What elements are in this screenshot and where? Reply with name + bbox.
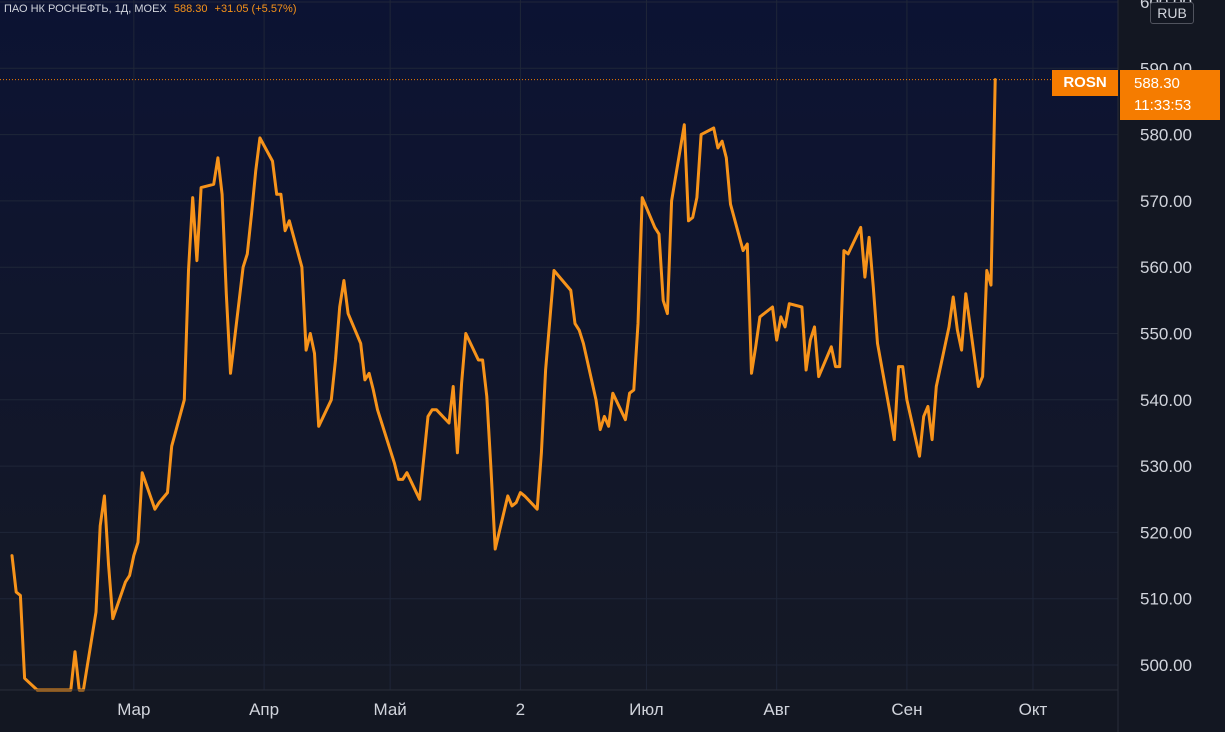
legend-title: ПАО НК РОСНЕФТЬ, 1Д, MOEX xyxy=(4,3,167,15)
y-tick-label: 560.00 xyxy=(1140,258,1192,277)
last-price-label: 588.30 11:33:53 xyxy=(1120,70,1220,120)
legend-change: +31.05 (+5.57%) xyxy=(214,3,297,15)
y-tick-label: 500.00 xyxy=(1140,656,1192,675)
plot-area[interactable] xyxy=(0,0,1118,690)
y-tick-label: 550.00 xyxy=(1140,325,1192,344)
x-tick-label: Июл xyxy=(629,700,664,719)
currency-button[interactable]: RUB xyxy=(1150,2,1194,24)
x-tick-label: Сен xyxy=(891,700,922,719)
y-tick-label: 510.00 xyxy=(1140,590,1192,609)
x-tick-label: Апр xyxy=(249,700,279,719)
x-tick-label: 2 xyxy=(516,700,525,719)
price-series-line xyxy=(10,78,997,692)
symbol-label: ROSN xyxy=(1052,70,1118,96)
legend-price: 588.30 xyxy=(173,3,208,15)
x-tick-label: Мар xyxy=(117,700,150,719)
y-tick-label: 540.00 xyxy=(1140,391,1192,410)
y-tick-label: 530.00 xyxy=(1140,457,1192,476)
x-tick-label: Окт xyxy=(1019,700,1048,719)
last-price-value: 588.30 xyxy=(1134,75,1180,92)
x-tick-label: Авг xyxy=(763,700,790,719)
chart-legend: ПАО НК РОСНЕФТЬ, 1Д, MOEX 588.30 +31.05 … xyxy=(4,3,297,15)
y-tick-label: 580.00 xyxy=(1140,126,1192,145)
x-tick-label: Май xyxy=(373,700,406,719)
y-tick-label: 520.00 xyxy=(1140,523,1192,542)
last-price-time: 11:33:53 xyxy=(1134,97,1192,114)
time-axis[interactable]: Мар Апр Май 2 Июл Авг Сен Окт xyxy=(117,700,1047,719)
y-tick-label: 570.00 xyxy=(1140,192,1192,211)
